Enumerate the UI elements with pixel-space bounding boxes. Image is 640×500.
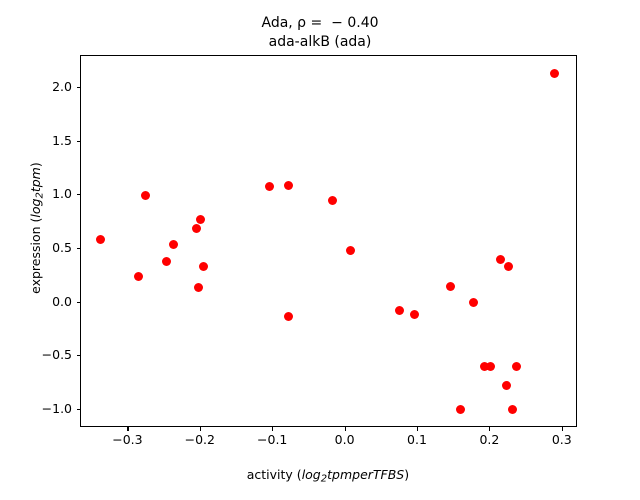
x-axis-tick-label: 0.0 <box>334 432 355 447</box>
y-axis-label-prefix: expression ( <box>28 217 43 294</box>
data-points-layer <box>81 56 576 426</box>
x-axis-tick-label: −0.3 <box>112 432 143 447</box>
data-point <box>346 246 356 256</box>
x-axis-label-italic: log <box>301 467 321 482</box>
y-axis-tick-label: 0.5 <box>52 239 72 255</box>
x-axis-tick-label: −0.2 <box>184 432 215 447</box>
y-axis-tick-label: −0.5 <box>41 347 72 363</box>
x-axis-label-suffix: ) <box>404 467 410 482</box>
data-point <box>508 405 518 415</box>
y-axis-tick <box>76 301 80 303</box>
data-point <box>96 234 106 244</box>
y-axis-label-suffix: ) <box>28 162 43 168</box>
y-axis-tick <box>76 355 80 357</box>
data-point <box>328 196 338 206</box>
data-point <box>394 306 404 316</box>
x-axis-tick <box>561 427 563 431</box>
x-axis-label-subscript: 2 <box>320 473 328 485</box>
y-axis-label-italic-tail: tpm <box>28 167 43 193</box>
y-axis-tick <box>76 247 80 250</box>
chart-subtitle: ada-alkB (ada) <box>268 34 372 50</box>
y-axis-tick-label: 0.0 <box>52 293 72 309</box>
chart-title-block: Ada, ρ = − 0.40 ada-alkB (ada) <box>0 14 640 52</box>
y-axis-label-italic: log <box>28 198 43 218</box>
x-axis-tick <box>489 427 491 431</box>
x-axis-label: activity (log2tpmperTFBS) <box>0 452 640 500</box>
chart-title: Ada, ρ = − 0.40 <box>261 15 379 31</box>
x-axis-tick-label: −0.1 <box>257 432 288 447</box>
data-point <box>496 255 506 265</box>
y-axis-tick <box>76 408 80 410</box>
y-axis-tick-label: 1.0 <box>52 186 72 202</box>
data-point <box>162 256 172 266</box>
data-point <box>140 190 150 200</box>
data-point <box>456 405 466 415</box>
data-point <box>168 239 178 249</box>
y-axis-tick-label: 1.5 <box>52 132 72 148</box>
data-point <box>549 68 559 78</box>
data-point <box>446 281 456 291</box>
x-axis-tick <box>417 427 419 431</box>
data-point <box>485 361 495 371</box>
data-point <box>504 262 513 272</box>
y-axis-tick <box>76 87 80 89</box>
data-point <box>501 381 511 391</box>
data-point <box>511 362 521 372</box>
data-point <box>194 282 204 292</box>
data-point <box>199 262 209 272</box>
x-axis-tick-label: 0.2 <box>479 432 500 447</box>
x-axis-tick <box>344 427 346 431</box>
y-axis-tick-label: −1.0 <box>41 400 72 416</box>
x-axis-label-italic-tail: tpmperTFBS <box>327 467 405 482</box>
y-axis-tick-label: 2.0 <box>52 79 72 95</box>
data-point <box>265 181 275 191</box>
data-point <box>134 271 144 281</box>
scatter-plot-figure: Ada, ρ = − 0.40 ada-alkB (ada) −0.3 −0.2 −… <box>0 0 640 485</box>
data-point <box>283 312 293 321</box>
x-axis-tick <box>272 427 274 431</box>
x-axis-tick <box>127 427 129 431</box>
x-axis-tick-label: 0.3 <box>551 432 572 447</box>
plot-axes-frame <box>80 55 577 427</box>
y-axis-label: expression (log2tpm) <box>0 0 77 480</box>
data-point <box>191 224 201 234</box>
data-point <box>196 214 206 224</box>
data-point <box>283 180 293 190</box>
y-axis-label-subscript: 2 <box>34 192 46 199</box>
y-axis-tick <box>76 194 80 196</box>
x-axis-tick <box>199 427 201 431</box>
data-point <box>480 361 490 371</box>
data-point <box>409 309 419 319</box>
y-axis-label-wrapper: expression (log2tpm) <box>0 0 46 480</box>
y-axis-tick <box>76 140 80 142</box>
data-point <box>469 298 479 308</box>
x-axis-tick-label: 0.1 <box>407 432 427 447</box>
x-axis-label-prefix: activity ( <box>246 467 302 482</box>
